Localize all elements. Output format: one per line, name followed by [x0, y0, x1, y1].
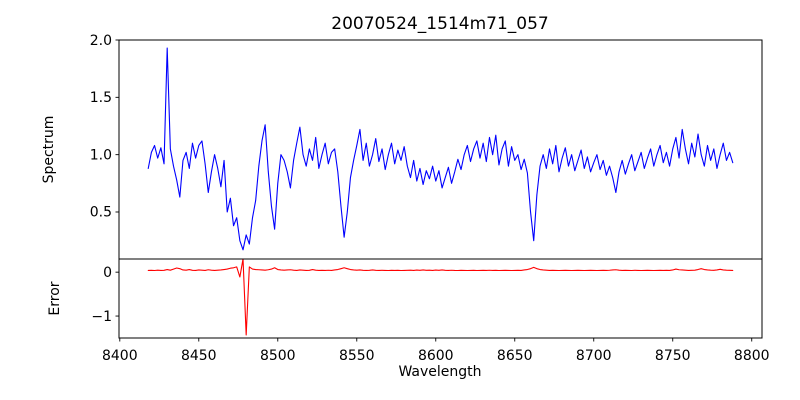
error-panel-spines [118, 258, 763, 339]
y-tick-label: 0.5 [90, 205, 112, 221]
x-tick-label: 8650 [497, 348, 533, 364]
y-tick-label: 0 [103, 265, 112, 281]
error-line [147, 258, 734, 336]
spectrum-panel-spines [118, 39, 763, 260]
chart-title: 20070524_1514m71_057 [331, 14, 548, 34]
x-tick-label: 8700 [576, 348, 612, 364]
series-group [147, 47, 734, 336]
y-axis-label-spectrum: Spectrum [41, 116, 57, 184]
y-tick-label: 1.5 [90, 90, 112, 106]
y-tick-label: 2.0 [90, 33, 112, 49]
x-axis-label: Wavelength [398, 364, 481, 380]
x-tick-label: 8450 [181, 348, 217, 364]
x-tick-label: 8800 [734, 348, 770, 364]
x-tick-label: 8400 [102, 348, 138, 364]
y-axis-label-error: Error [47, 281, 63, 315]
spectrum-line [147, 47, 734, 251]
x-tick-label: 8750 [655, 348, 691, 364]
x-tick-label: 8550 [339, 348, 375, 364]
y-tick-label: −1 [91, 309, 112, 325]
ticks-group: 8400 8450 8500 8550 8600 8650 8700 8750 8800 0.5 1… [90, 33, 770, 364]
y-tick-label: 1.0 [90, 147, 112, 163]
x-tick-label: 8500 [260, 348, 296, 364]
x-tick-label: 8600 [418, 348, 454, 364]
